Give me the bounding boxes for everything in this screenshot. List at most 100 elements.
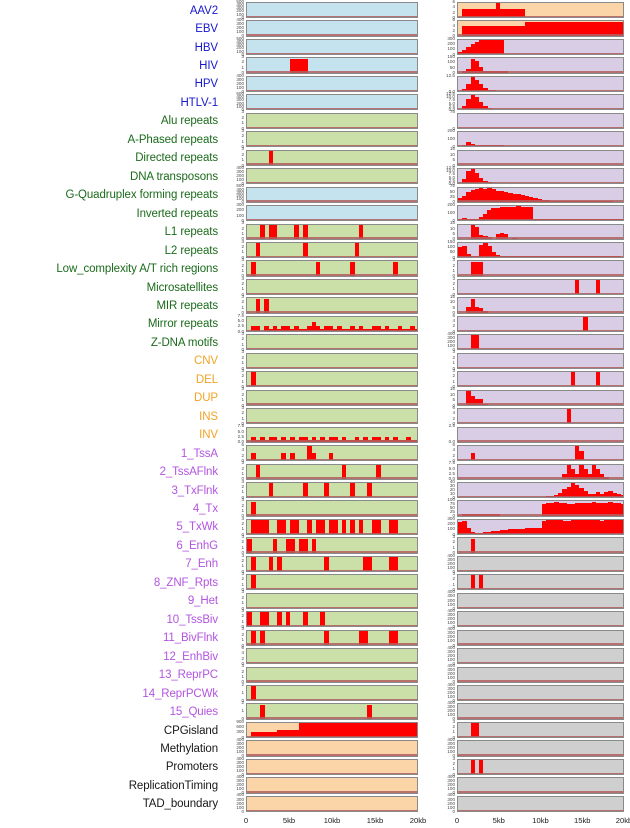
right-track-panel[interactable] (457, 777, 624, 794)
track-label-tad-boundary[interactable]: TAD_boundary (142, 798, 218, 811)
track-label-8-znf-rpts[interactable]: 8_ZNF_Rpts (153, 576, 218, 589)
right-track-panel[interactable] (457, 795, 624, 812)
left-track-panel[interactable] (246, 795, 418, 812)
left-track-panel[interactable] (246, 94, 418, 111)
left-track-panel[interactable] (246, 592, 418, 609)
left-track-panel[interactable] (246, 186, 418, 203)
left-track-panel[interactable] (246, 463, 418, 480)
track-label-alu-repeats[interactable]: Alu repeats (160, 115, 218, 128)
track-label-6-enhg[interactable]: 6_EnhG (176, 539, 218, 552)
left-track-panel[interactable] (246, 315, 418, 332)
right-track-panel[interactable] (457, 297, 624, 314)
track-label-inverted-repeats[interactable]: Inverted repeats (136, 207, 218, 220)
left-track-panel[interactable] (246, 260, 418, 277)
left-track-panel[interactable] (246, 75, 418, 93)
left-track-panel[interactable] (246, 426, 418, 443)
track-label-2-tssaflnk[interactable]: 2_TssAFlnk (159, 466, 219, 479)
right-track-panel[interactable] (457, 352, 624, 369)
track-label-cpgisland[interactable]: CPGisland (163, 724, 218, 737)
right-track-panel[interactable] (457, 168, 624, 185)
track-label-12-enhbiv[interactable]: 12_EnhBiv (163, 650, 218, 663)
right-track-panel[interactable] (457, 20, 624, 37)
track-label-l1-repeats[interactable]: L1 repeats (164, 226, 218, 239)
track-label-z-dna-motifs[interactable]: Z-DNA motifs (150, 336, 218, 349)
track-label-l2-repeats[interactable]: L2 repeats (164, 244, 218, 257)
left-track-panel[interactable] (246, 481, 418, 499)
track-label-1-tssa[interactable]: 1_TssA (180, 447, 218, 460)
track-label-replicationtiming[interactable]: ReplicationTiming (128, 779, 218, 792)
right-track-panel[interactable] (457, 241, 624, 259)
right-track-panel[interactable] (457, 131, 624, 148)
left-track-panel[interactable] (246, 408, 418, 425)
left-track-panel[interactable] (246, 205, 418, 222)
track-label-low-complexity-a-t-rich-regions[interactable]: Low_complexity A/T rich regions (56, 263, 218, 276)
right-track-panel[interactable] (457, 537, 624, 554)
right-track-panel[interactable] (457, 94, 624, 111)
track-label-inv[interactable]: INV (199, 429, 218, 442)
right-track-panel[interactable] (457, 518, 624, 536)
left-track-panel[interactable] (246, 334, 418, 351)
track-label-hiv[interactable]: HIV (199, 59, 218, 72)
right-track-panel[interactable] (457, 371, 624, 388)
track-label-a-phased-repeats[interactable]: A-Phased repeats (127, 133, 219, 146)
track-label-7-enh[interactable]: 7_Enh (185, 558, 218, 571)
right-track-panel[interactable] (457, 205, 624, 222)
left-track-panel[interactable] (246, 555, 418, 572)
track-label-13-reprpc[interactable]: 13_ReprPC (158, 669, 218, 682)
left-track-panel[interactable] (246, 2, 418, 19)
track-label-ins[interactable]: INS (199, 410, 218, 423)
track-label-dup[interactable]: DUP (194, 392, 218, 405)
track-label-11-bivflnk[interactable]: 11_BivFlnk (162, 632, 218, 645)
left-track-panel[interactable] (246, 740, 418, 757)
right-track-panel[interactable] (457, 666, 624, 683)
track-label-del[interactable]: DEL (195, 373, 218, 386)
right-track-panel[interactable] (457, 703, 624, 720)
right-track-panel[interactable] (457, 2, 624, 19)
right-track-panel[interactable] (457, 426, 624, 443)
track-label-promoters[interactable]: Promoters (165, 761, 218, 774)
left-track-panel[interactable] (246, 223, 418, 240)
right-track-panel[interactable] (457, 685, 624, 702)
left-track-panel[interactable] (246, 149, 418, 166)
left-track-panel[interactable] (246, 278, 418, 296)
left-track-panel[interactable] (246, 500, 418, 517)
left-track-panel[interactable] (246, 777, 418, 794)
track-label-5-txwk[interactable]: 5_TxWk (176, 521, 218, 534)
left-track-panel[interactable] (246, 703, 418, 720)
right-track-panel[interactable] (457, 758, 624, 776)
track-label-g-quadruplex-forming-repeats[interactable]: G-Quadruplex forming repeats (65, 189, 218, 202)
right-track-panel[interactable] (457, 463, 624, 480)
right-track-panel[interactable] (457, 334, 624, 351)
right-track-panel[interactable] (457, 629, 624, 646)
left-track-panel[interactable] (246, 241, 418, 259)
track-label-15-quies[interactable]: 15_Quies (169, 706, 219, 719)
right-track-panel[interactable] (457, 38, 624, 56)
left-track-panel[interactable] (246, 168, 418, 185)
left-track-panel[interactable] (246, 352, 418, 369)
track-label-mirror-repeats[interactable]: Mirror repeats (147, 318, 218, 331)
right-track-panel[interactable] (457, 574, 624, 591)
left-track-panel[interactable] (246, 445, 418, 462)
left-track-panel[interactable] (246, 112, 418, 129)
left-track-panel[interactable] (246, 20, 418, 37)
left-track-panel[interactable] (246, 611, 418, 628)
left-track-panel[interactable] (246, 574, 418, 591)
left-track-panel[interactable] (246, 721, 418, 739)
left-track-panel[interactable] (246, 131, 418, 148)
right-track-panel[interactable] (457, 611, 624, 628)
right-track-panel[interactable] (457, 500, 624, 517)
left-track-panel[interactable] (246, 38, 418, 56)
track-label-aav2[interactable]: AAV2 (189, 4, 218, 17)
right-track-panel[interactable] (457, 186, 624, 203)
right-track-panel[interactable] (457, 740, 624, 757)
track-label-3-txflnk[interactable]: 3_TxFlnk (171, 484, 219, 497)
right-track-panel[interactable] (457, 481, 624, 499)
track-label-dna-transposons[interactable]: DNA transposons (130, 170, 218, 183)
right-track-panel[interactable] (457, 260, 624, 277)
right-track-panel[interactable] (457, 408, 624, 425)
track-label-ebv[interactable]: EBV (195, 23, 218, 36)
left-track-panel[interactable] (246, 57, 418, 74)
right-track-panel[interactable] (457, 315, 624, 332)
left-track-panel[interactable] (246, 648, 418, 665)
right-track-panel[interactable] (457, 57, 624, 74)
